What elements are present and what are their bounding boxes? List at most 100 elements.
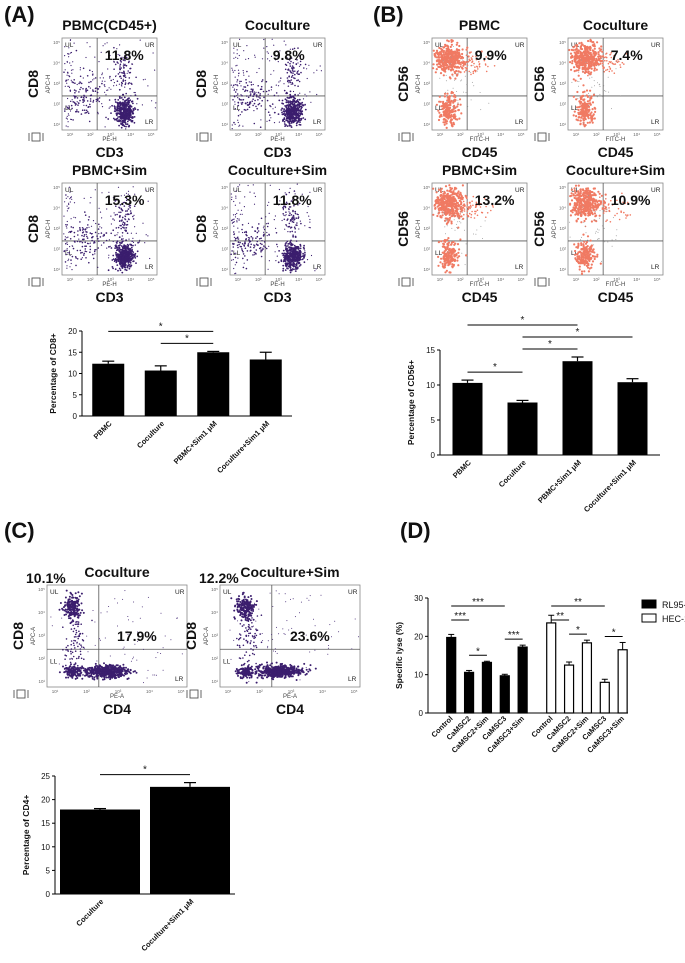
quadrant-ll-label: LL <box>571 105 579 112</box>
flow-plot-frame <box>431 182 528 276</box>
quadrant-percentage: 9.9% <box>475 47 507 63</box>
axis-icon <box>537 132 547 142</box>
y-tick-label: 0 <box>46 890 51 899</box>
panel-d-label: (D) <box>400 518 431 543</box>
category-label: PBMC <box>92 419 114 441</box>
bar <box>563 664 575 714</box>
bar <box>481 661 493 714</box>
x-tick-label: 10² <box>457 132 464 137</box>
y-tick-label: 10⁵ <box>211 587 218 592</box>
quadrant-percentage: 10.9% <box>611 192 651 208</box>
y-tick-label: 10¹ <box>423 122 430 127</box>
x-axis-label: CD3 <box>95 289 123 305</box>
x-tick-label: 10³ <box>613 277 620 282</box>
significance-marker: * <box>521 315 525 326</box>
quadrant-lr-label: LR <box>145 264 154 271</box>
x-tick-label: 10¹ <box>437 132 444 137</box>
x-tick-label: 10⁵ <box>148 277 155 282</box>
y-tick-label: 5 <box>431 416 436 425</box>
x-axis-label: CD3 <box>263 289 291 305</box>
y-tick-label: 10¹ <box>221 122 228 127</box>
flow-dots <box>432 39 496 129</box>
x-tick-label: 10⁴ <box>127 132 134 137</box>
y-tick-label: 10⁵ <box>53 40 60 45</box>
x-tick-label: 10¹ <box>235 132 242 137</box>
quadrant-lr-label: LR <box>515 264 524 271</box>
flow-plot: Coculture+Sim UL UR LL LR 10¹ 10¹ 10² 10² 10³ 10³ 1… <box>183 564 361 717</box>
category-label: Coculture+Sim1 μM <box>582 458 638 514</box>
flow-plot: PBMC+Sim UL UR LL LR 10¹ 10¹ 10² 10² 10³ 10³ 10⁴ 10⁴… <box>25 162 158 305</box>
axis-icon <box>16 689 26 699</box>
flow-plot-title: PBMC(CD45+) <box>62 17 157 33</box>
quadrant-ur-label: UR <box>515 187 525 194</box>
x-tick-label: 10⁵ <box>316 277 323 282</box>
bar <box>150 786 230 894</box>
y-tick-label: 10⁵ <box>38 587 45 592</box>
flow-plot-title: Coculture <box>245 17 311 33</box>
x-tick-label: 10⁴ <box>633 277 640 282</box>
x-tick-label: 10¹ <box>573 277 580 282</box>
x-axis-label: CD45 <box>598 289 634 305</box>
bar-chart: 0 5 10 15 20 Percentage of CD8+ PBMC Coculture P… <box>48 321 292 475</box>
x-tick-label: 10⁵ <box>178 689 185 694</box>
axis-icon <box>31 277 41 287</box>
category-label: Coculture+Sim1 μM <box>215 419 271 475</box>
significance-marker: ** <box>556 611 564 622</box>
y-tick-label: 10¹ <box>559 267 566 272</box>
y-tick-label: 20 <box>41 796 50 805</box>
quadrant-ur-label: UR <box>348 589 358 596</box>
bar <box>60 809 140 894</box>
flow-cytometry-layer: PBMC(CD45+) UL UR LL LR 10¹ 10¹ 10² 10² 10³ 10³ 10⁴… <box>10 17 665 717</box>
quadrant-percentage: 11.8% <box>105 47 144 63</box>
y-axis-small-label: APC-H <box>416 220 422 239</box>
flow-plot: Coculture UL UR LL LR 10¹ 10¹ 10² 10² 10³ 10³ 10⁴ 10… <box>10 564 188 717</box>
flow-plot-frame <box>229 37 326 131</box>
y-tick-label: 10³ <box>211 633 218 638</box>
flow-dots <box>50 589 183 684</box>
y-tick-label: 10² <box>559 247 566 252</box>
quadrant-ll-label: LL <box>233 250 241 257</box>
quadrant-ll-label: LL <box>435 105 443 112</box>
quadrant-lr-label: LR <box>651 119 660 126</box>
bar-chart: 0 5 10 15 Percentage of CD56+ PBMC Coculture PB… <box>406 315 660 514</box>
category-label: Coculture <box>74 897 105 928</box>
y-tick-label: 10³ <box>559 226 566 231</box>
panel-b-label: (B) <box>373 2 404 27</box>
axis-icon <box>199 132 209 142</box>
quadrant-ur-label: UR <box>313 42 323 49</box>
y-tick-label: 10⁵ <box>221 185 228 190</box>
x-axis-small-label: FITC-H <box>606 282 626 288</box>
quadrant-ul-label: UL <box>233 187 242 194</box>
quadrant-ll-label: LL <box>233 105 241 112</box>
bar <box>617 382 648 455</box>
x-tick-label: 10⁴ <box>127 277 134 282</box>
y-axis-small-label: APC-H <box>46 220 52 239</box>
y-tick-label: 10³ <box>53 81 60 86</box>
bar <box>599 681 610 714</box>
legend-swatch <box>641 599 657 609</box>
y-axis-small-label: APC-H <box>214 75 220 94</box>
y-tick-label: 10² <box>38 656 45 661</box>
significance-marker: * <box>576 625 580 636</box>
y-tick-label: 10³ <box>559 81 566 86</box>
x-tick-label: 10³ <box>115 689 122 694</box>
y-tick-label: 10⁴ <box>211 610 218 615</box>
flow-plot-title: Coculture <box>583 17 649 33</box>
y-tick-label: 10⁴ <box>53 206 60 211</box>
quadrant-lr-label: LR <box>348 676 357 683</box>
quadrant-lr-label: LR <box>313 264 322 271</box>
quadrant-ul-label: UL <box>65 42 74 49</box>
legend-label: HEC-1A <box>662 614 685 624</box>
category-label: PBMC+Sim1 μM <box>536 458 583 505</box>
x-tick-label: 10⁴ <box>146 689 153 694</box>
quadrant-percentage: 9.8% <box>273 47 305 63</box>
y-axis-title: Percentage of CD56+ <box>406 360 416 445</box>
x-tick-label: 10⁵ <box>518 132 525 137</box>
x-axis-label: CD45 <box>598 144 634 160</box>
flow-plot-title: Coculture+Sim <box>240 564 339 580</box>
x-tick-label: 10³ <box>613 132 620 137</box>
y-tick-label: 10³ <box>53 226 60 231</box>
quadrant-ur-label: UR <box>651 42 661 49</box>
y-tick-label: 25 <box>41 772 50 781</box>
quadrant-lr-label: LR <box>515 119 524 126</box>
